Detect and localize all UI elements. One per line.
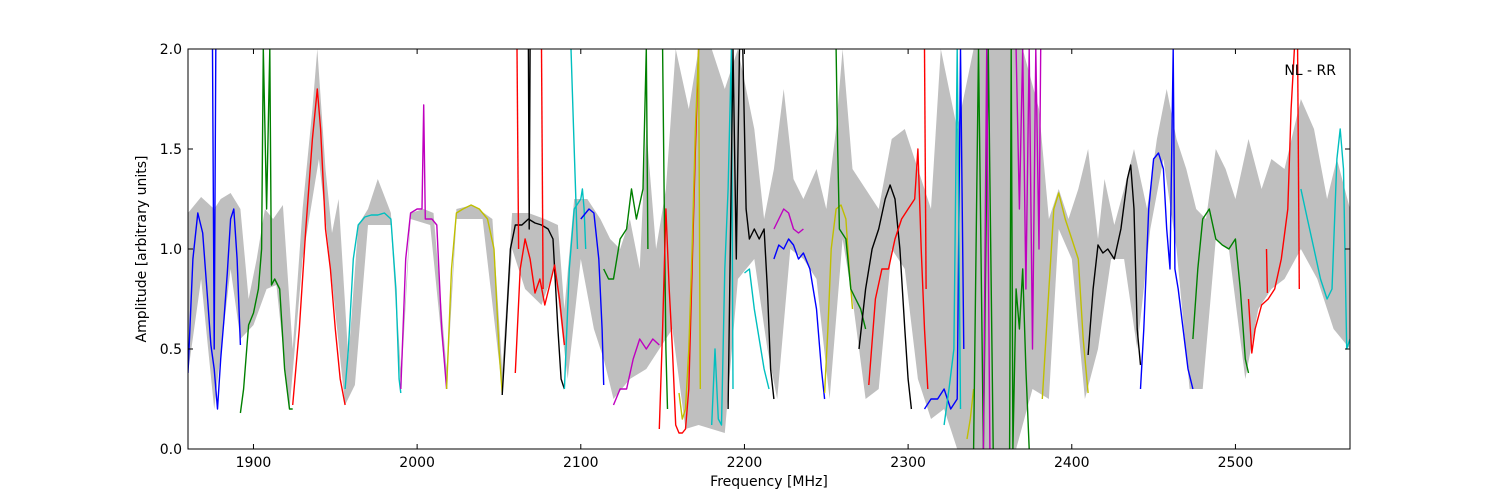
y-tick-label: 1.0 [160, 242, 182, 258]
x-tick-label: 2300 [890, 455, 926, 471]
series-line-31 [943, 49, 962, 426]
series-line-2 [239, 49, 293, 414]
x-tick-label: 2500 [1218, 455, 1254, 471]
series-line-29 [923, 49, 927, 290]
series-line-28 [868, 148, 929, 390]
series-line-32 [966, 388, 975, 440]
y-axis-label: Amplitude [arbitrary units] [134, 156, 150, 343]
series-line-44 [1300, 128, 1350, 350]
series-line-37 [1041, 192, 1089, 400]
series-line-6 [445, 204, 503, 394]
series-line-20 [711, 49, 734, 426]
series-line-27 [858, 184, 913, 410]
series-line-22 [744, 268, 770, 390]
series-line-21 [727, 49, 775, 410]
y-tick-label: 2.0 [160, 42, 182, 58]
x-tick-label: 2000 [399, 455, 435, 471]
series-line-38 [1087, 164, 1142, 366]
series-line-10 [516, 49, 520, 250]
series-line-14 [580, 208, 605, 386]
series-line-5 [400, 104, 448, 390]
y-tick-label: 1.5 [160, 142, 182, 158]
series-line-4 [344, 212, 402, 394]
series-line-19 [678, 49, 701, 420]
series-line-24 [773, 208, 804, 234]
series-line-39 [1139, 49, 1194, 390]
series-line-17 [661, 49, 669, 410]
series-line-16 [612, 338, 660, 406]
series-line-3 [292, 88, 346, 406]
plot-area [188, 49, 1350, 449]
axis-ticks: 1900 2000 2100 2200 2300 2400 2500 0.0 0.5 1.0 1.5… [160, 42, 1350, 471]
series-line-41 [1247, 49, 1296, 354]
series-line-1 [211, 49, 217, 350]
series-line-11 [540, 49, 544, 290]
series-line-34 [982, 49, 991, 449]
series-line-26 [835, 49, 867, 330]
series-line-9 [514, 238, 566, 374]
series-line-15 [603, 49, 649, 280]
series-line-12 [563, 188, 587, 390]
series-line-43 [1296, 49, 1301, 290]
panel-annotation: NL - RR [1284, 63, 1336, 79]
x-axis-label: Frequency [MHz] [710, 474, 828, 490]
series-line-7 [501, 218, 566, 396]
x-tick-label: 2400 [1054, 455, 1090, 471]
series-line-0 [188, 208, 242, 410]
series-line-33 [972, 49, 994, 449]
x-tick-label: 2100 [563, 455, 599, 471]
series-line-40 [1192, 208, 1250, 374]
series-line-13 [570, 49, 579, 250]
series-line-42 [1265, 248, 1269, 294]
envelope-band [188, 49, 1350, 449]
x-tick-label: 1900 [236, 455, 272, 471]
series-line-36 [1015, 49, 1042, 350]
series-line-35 [1008, 49, 1030, 449]
series-line-23 [773, 238, 826, 400]
y-tick-label: 0.5 [160, 342, 182, 358]
x-tick-label: 2200 [727, 455, 763, 471]
series-line-8 [527, 49, 531, 230]
y-tick-label: 0.0 [160, 442, 182, 458]
